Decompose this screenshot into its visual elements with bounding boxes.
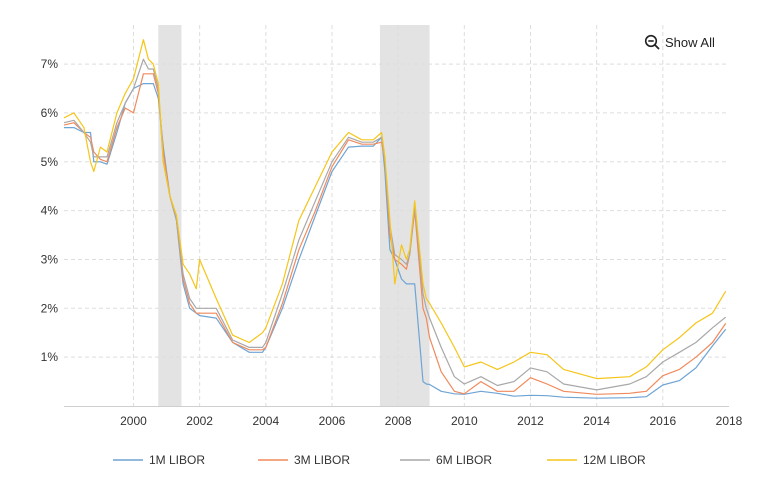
series-line-3m-libor: [63, 73, 727, 395]
x-axis: 2000 2002 2004 2006 2008 2010 2012 2014 2016 2018: [120, 414, 743, 428]
x-tick-label: 2012: [517, 414, 544, 428]
x-tick-label: 2000: [120, 414, 147, 428]
y-tick-label: 3%: [41, 252, 59, 266]
legend-item[interactable]: 6M LIBOR: [400, 453, 492, 467]
y-axis: 1% 2% 3% 4% 5% 6% 7%: [41, 57, 59, 364]
legend[interactable]: 1M LIBOR 3M LIBOR 6M LIBOR 12M LIBOR: [113, 453, 646, 467]
y-tick-label: 6%: [41, 106, 59, 120]
x-tick-label: 2014: [583, 414, 610, 428]
y-tick-label: 2%: [41, 301, 59, 315]
x-tick-label: 2004: [252, 414, 279, 428]
grid-lines: [64, 25, 729, 407]
x-tick-label: 2002: [186, 414, 213, 428]
legend-item[interactable]: 12M LIBOR: [547, 453, 646, 467]
legend-label: 1M LIBOR: [149, 453, 205, 467]
recession-band: [158, 25, 182, 406]
x-tick-label: 2010: [451, 414, 478, 428]
series-lines: [63, 39, 727, 399]
legend-item[interactable]: 3M LIBOR: [258, 453, 350, 467]
show-all-button[interactable]: Show All: [644, 32, 715, 52]
legend-label: 3M LIBOR: [294, 453, 350, 467]
y-tick-label: 7%: [41, 57, 59, 71]
y-tick-label: 4%: [41, 204, 59, 218]
x-tick-label: 2008: [385, 414, 412, 428]
legend-label: 6M LIBOR: [436, 453, 492, 467]
x-tick-label: 2006: [319, 414, 346, 428]
x-tick-label: 2016: [649, 414, 676, 428]
series-line-6m-libor: [63, 58, 727, 391]
series-line-12m-libor: [63, 39, 727, 380]
y-tick-label: 5%: [41, 155, 59, 169]
x-tick-label: 2018: [716, 414, 743, 428]
zoom-out-icon: [644, 34, 660, 50]
legend-label: 12M LIBOR: [583, 453, 646, 467]
legend-item[interactable]: 1M LIBOR: [113, 453, 205, 467]
show-all-label: Show All: [665, 34, 715, 50]
y-tick-label: 1%: [41, 350, 59, 364]
series-line-1m-libor: [64, 83, 727, 399]
